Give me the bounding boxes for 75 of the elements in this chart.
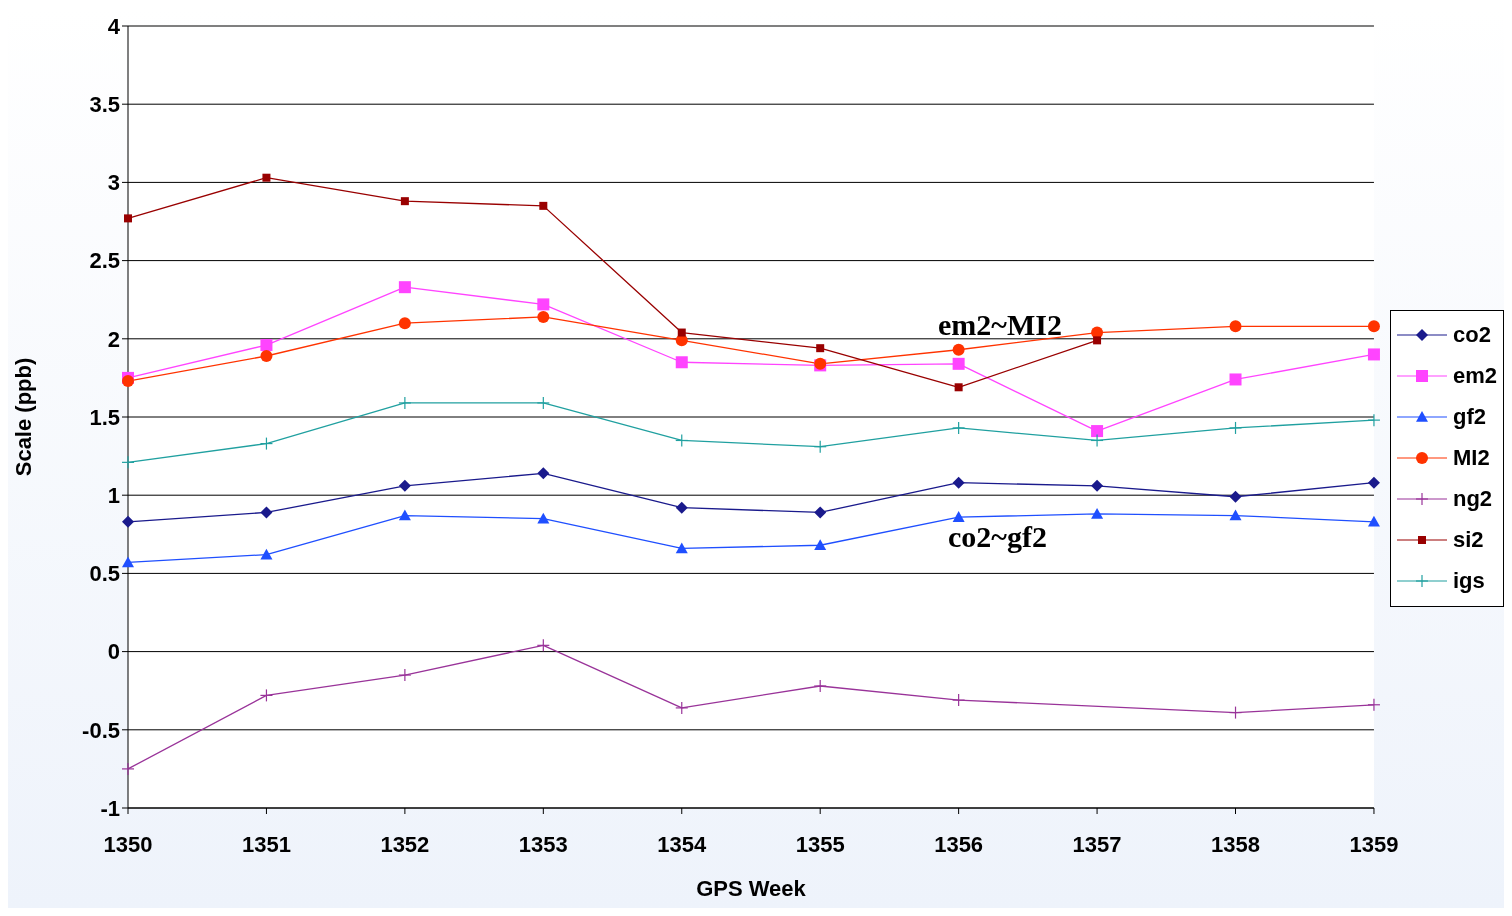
x-axis-title: GPS Week bbox=[696, 876, 807, 901]
point bbox=[539, 201, 548, 210]
x-tick-label: 1354 bbox=[657, 831, 707, 857]
x-tick-label: 1358 bbox=[1211, 831, 1260, 857]
legend-label: gf2 bbox=[1452, 404, 1486, 430]
point bbox=[1229, 373, 1242, 386]
point bbox=[537, 298, 550, 311]
x-tick-label: 1353 bbox=[518, 831, 568, 857]
point bbox=[1367, 515, 1380, 527]
point bbox=[675, 356, 688, 369]
y-tick-label: 1 bbox=[107, 483, 120, 509]
legend-label: em2 bbox=[1452, 363, 1497, 389]
point bbox=[677, 328, 686, 337]
point bbox=[400, 197, 409, 206]
point bbox=[1091, 479, 1104, 492]
point bbox=[398, 509, 411, 521]
x-tick-label: 1357 bbox=[1072, 831, 1122, 857]
point bbox=[814, 539, 827, 551]
y-tick-label: 3.5 bbox=[89, 92, 120, 118]
point bbox=[537, 512, 550, 524]
point bbox=[122, 556, 134, 568]
x-tick-label: 1350 bbox=[103, 831, 153, 857]
annotation: em2~MI2 bbox=[938, 308, 1062, 342]
point bbox=[1091, 425, 1104, 438]
y-tick-label: -1 bbox=[100, 795, 120, 821]
x-tick-label: 1355 bbox=[795, 831, 845, 857]
y-tick-label: 2.5 bbox=[89, 248, 120, 274]
x-tick-label: 1352 bbox=[380, 831, 430, 857]
point bbox=[124, 214, 132, 223]
point bbox=[1229, 320, 1242, 333]
point bbox=[260, 350, 273, 362]
point bbox=[952, 343, 965, 356]
point bbox=[1229, 490, 1242, 503]
point bbox=[675, 542, 688, 554]
point bbox=[260, 506, 273, 519]
point bbox=[1367, 320, 1380, 333]
y-tick-label: 3 bbox=[107, 170, 120, 196]
y-tick-label: 0 bbox=[107, 639, 120, 665]
point bbox=[675, 501, 688, 514]
point bbox=[1091, 507, 1104, 519]
point bbox=[122, 375, 134, 388]
legend-label: co2 bbox=[1452, 322, 1491, 348]
x-tick-label: 1351 bbox=[241, 831, 291, 857]
y-tick-label: 1.5 bbox=[89, 404, 120, 430]
point bbox=[952, 357, 965, 370]
y-tick-label: -0.5 bbox=[82, 717, 120, 743]
y-tick-label: 4 bbox=[107, 13, 121, 39]
point bbox=[1367, 476, 1380, 489]
x-tick-label: 1359 bbox=[1349, 831, 1399, 857]
point bbox=[1367, 348, 1380, 361]
point bbox=[952, 511, 965, 522]
point bbox=[537, 467, 550, 480]
legend-label: si2 bbox=[1452, 527, 1484, 553]
annotation: co2~gf2 bbox=[948, 520, 1047, 554]
point bbox=[260, 339, 273, 352]
point bbox=[816, 344, 825, 353]
point bbox=[954, 383, 963, 392]
point bbox=[537, 310, 550, 323]
y-tick-label: 0.5 bbox=[89, 561, 120, 587]
point bbox=[1093, 336, 1102, 345]
point bbox=[260, 548, 273, 560]
point bbox=[122, 515, 134, 528]
legend-label: igs bbox=[1452, 568, 1485, 594]
point bbox=[398, 479, 411, 492]
point bbox=[398, 317, 411, 330]
legend-label: MI2 bbox=[1452, 445, 1490, 471]
point bbox=[398, 281, 411, 294]
point bbox=[814, 506, 827, 519]
x-tick-label: 1356 bbox=[934, 831, 984, 857]
point bbox=[1229, 509, 1242, 521]
y-tick-label: 2 bbox=[107, 326, 120, 352]
point bbox=[952, 476, 965, 489]
legend-label: ng2 bbox=[1452, 486, 1493, 512]
point bbox=[262, 173, 271, 182]
y-axis-title: Scale (ppb) bbox=[10, 357, 36, 477]
